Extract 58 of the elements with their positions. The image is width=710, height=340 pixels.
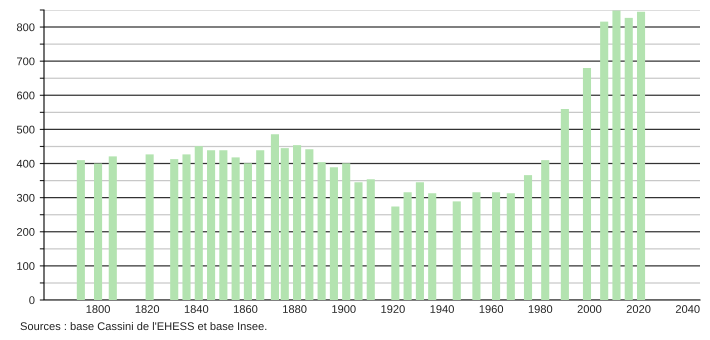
bar [182, 154, 191, 300]
bar [256, 150, 264, 300]
y-tick-label: 500 [16, 126, 35, 134]
x-tick-label: 2020 [626, 305, 650, 314]
x-tick-label: 1800 [86, 305, 110, 314]
bar [452, 201, 461, 300]
y-tick-label: 100 [17, 262, 35, 270]
x-tick-label: 1840 [184, 305, 208, 314]
bar [416, 182, 424, 300]
bar [541, 160, 550, 300]
bar [330, 167, 338, 300]
x-tick-label: 1960 [480, 305, 504, 314]
x-tick-label: 1860 [234, 305, 258, 314]
bar [624, 18, 633, 300]
bar [354, 182, 363, 300]
bar [232, 157, 240, 300]
y-tick-label: 600 [17, 92, 35, 100]
bar [194, 146, 203, 300]
bar [391, 206, 400, 300]
y-tick-label: 400 [16, 160, 35, 168]
x-tick-label: 2000 [578, 305, 602, 314]
x-tick-label: 2040 [676, 305, 700, 314]
bar [94, 164, 102, 300]
bar [428, 193, 436, 300]
bar [636, 12, 646, 300]
bar [244, 163, 252, 300]
bar [524, 175, 532, 300]
bar [366, 179, 375, 300]
bar [404, 192, 412, 300]
x-tick-label: 1920 [381, 305, 405, 314]
bar [170, 159, 178, 300]
bar [76, 160, 85, 300]
bar [108, 156, 117, 300]
y-tick-label: 800 [16, 23, 35, 32]
bar [506, 193, 515, 300]
bar [305, 149, 314, 300]
x-tick-label: 1980 [528, 305, 552, 314]
bar [293, 145, 302, 300]
bar [207, 150, 216, 300]
source-note: Sources : base Cassini de l'EHESS et base Insee. [20, 322, 266, 330]
x-tick-label: 1880 [283, 305, 307, 314]
x-tick-label: 1820 [136, 305, 160, 314]
bar [318, 162, 326, 300]
bar [342, 163, 350, 300]
y-tick-label: 0 [29, 296, 35, 304]
bar [492, 192, 500, 300]
bar [219, 150, 228, 300]
bar [600, 22, 608, 300]
bar [612, 10, 621, 300]
bar [560, 108, 569, 300]
x-tick-label: 1940 [430, 305, 454, 314]
bar [582, 68, 592, 300]
y-tick-label: 700 [17, 57, 35, 66]
y-tick-label: 300 [16, 194, 35, 202]
x-tick-label: 1900 [332, 305, 356, 314]
bar [472, 192, 480, 300]
bar [146, 154, 154, 300]
y-tick-label: 200 [16, 228, 35, 236]
